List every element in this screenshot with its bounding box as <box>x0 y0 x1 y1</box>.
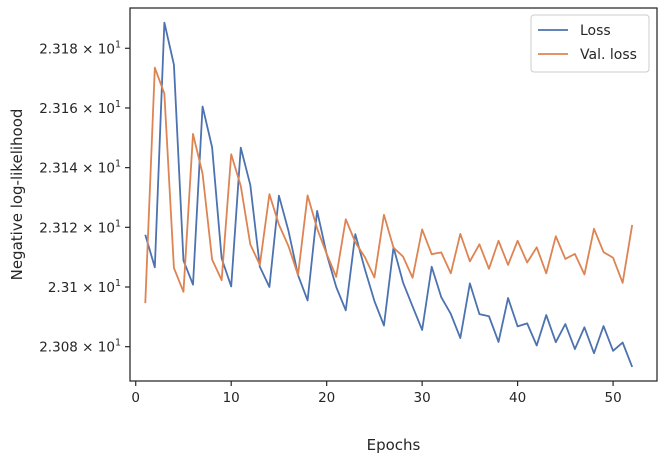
y-tick-label: 2.316 × 101 <box>39 99 121 117</box>
y-tick-label: 2.318 × 101 <box>39 39 121 57</box>
x-axis-ticks: 0 10 20 30 40 50 <box>131 381 622 406</box>
series-line-val-loss <box>144 66 634 304</box>
y-tick-label: 2.312 × 101 <box>39 218 121 236</box>
x-tick-label: 20 <box>318 390 335 406</box>
x-tick-label: 0 <box>131 390 140 406</box>
x-tick-label: 30 <box>414 390 431 406</box>
plot-frame <box>129 7 658 382</box>
series-line-loss <box>144 21 634 368</box>
y-axis-ticks: 2.308 × 101 2.31 × 101 2.312 × 101 2.314 × … <box>39 39 130 356</box>
x-tick-label: 10 <box>223 390 240 406</box>
legend-label-val-loss: Val. loss <box>580 47 637 63</box>
x-axis-label: Epochs <box>367 436 421 454</box>
legend: Loss Val. loss <box>530 14 650 73</box>
legend-label-loss: Loss <box>580 23 611 39</box>
y-tick-label: 2.308 × 101 <box>39 338 121 356</box>
series-lines <box>144 21 634 368</box>
y-tick-label: 2.31 × 101 <box>48 278 121 296</box>
y-axis-label: Negative log-likelihood <box>8 109 26 281</box>
x-tick-label: 40 <box>509 390 526 406</box>
x-tick-label: 50 <box>604 390 621 406</box>
y-tick-label: 2.314 × 101 <box>39 159 121 177</box>
